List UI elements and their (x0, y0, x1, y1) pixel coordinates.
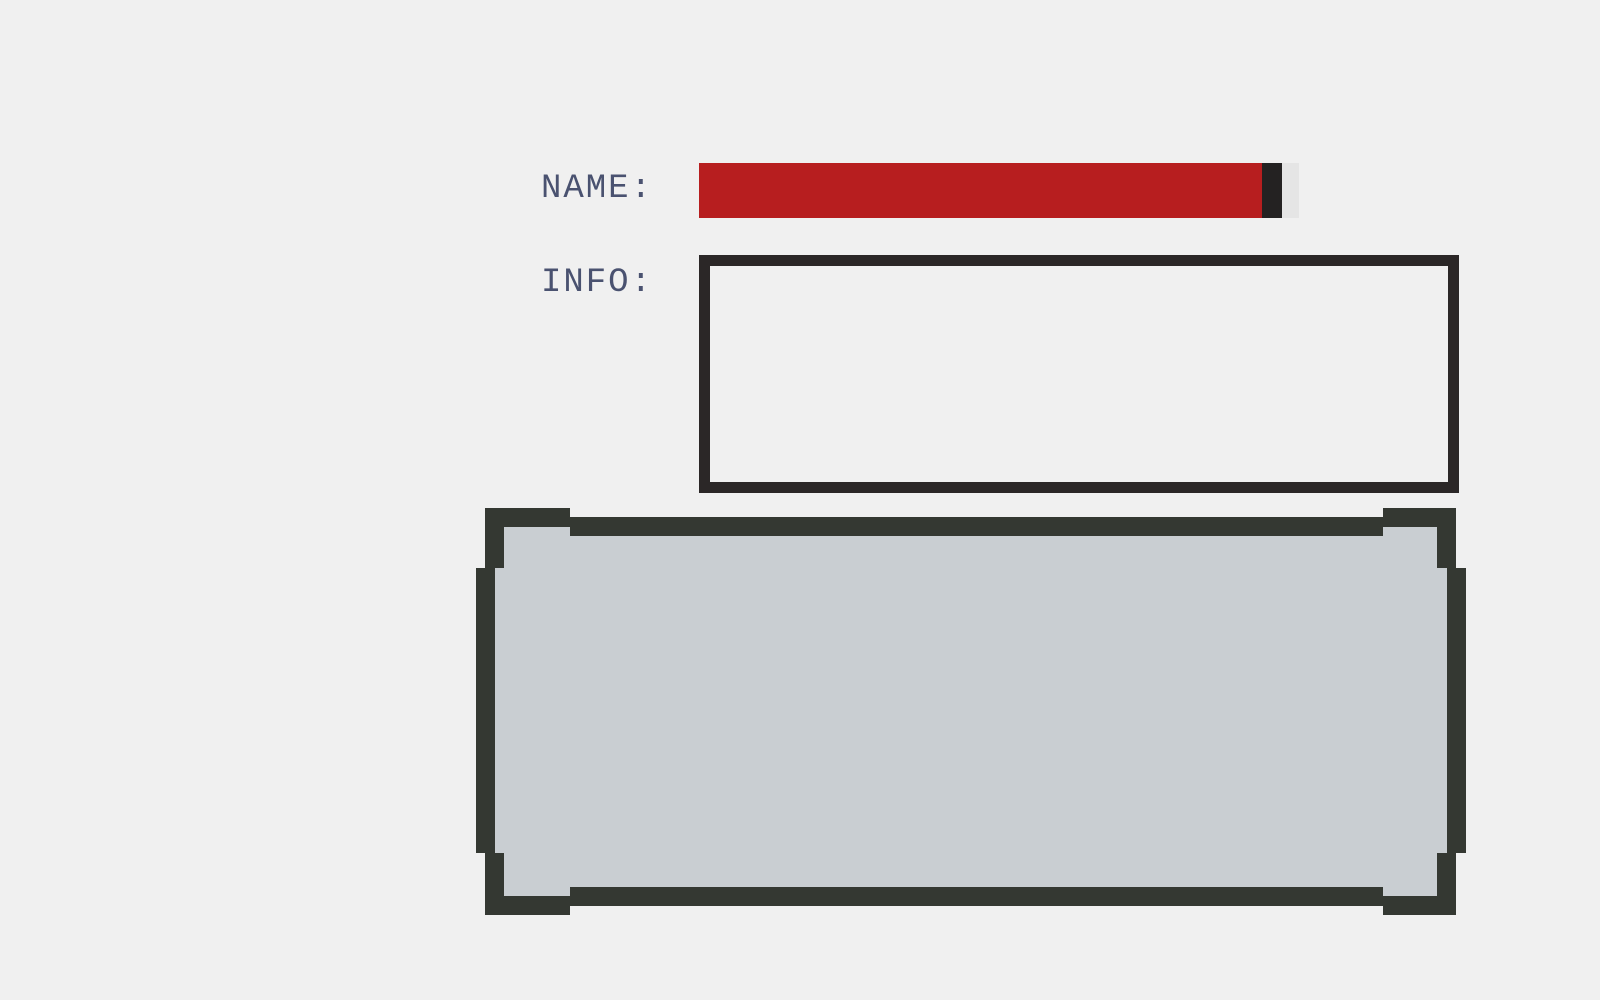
name-input[interactable] (699, 163, 1299, 218)
dialog-panel (476, 508, 1475, 915)
info-label: INFO: (540, 264, 653, 302)
info-textarea[interactable] (699, 255, 1459, 493)
name-label: NAME: (540, 170, 653, 208)
name-input-fill (699, 163, 1262, 218)
text-cursor (1262, 163, 1282, 218)
